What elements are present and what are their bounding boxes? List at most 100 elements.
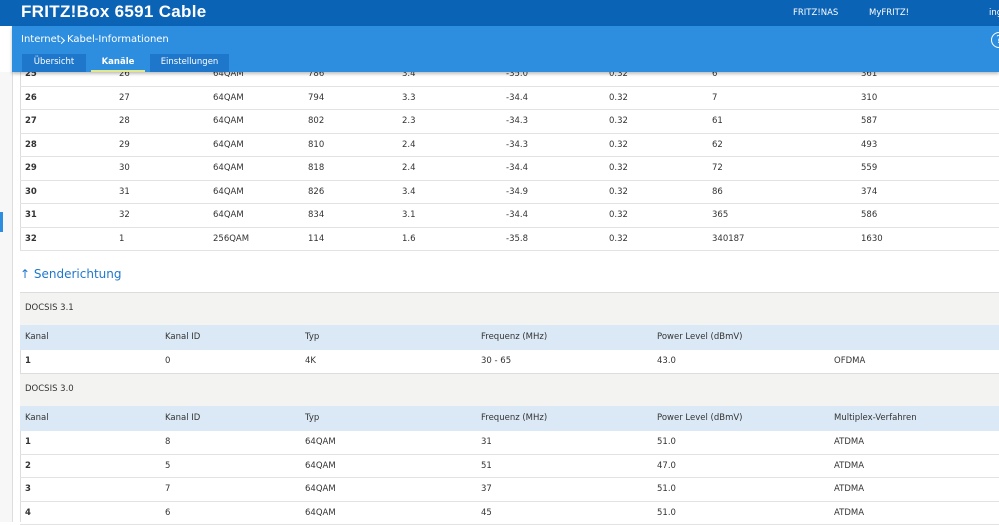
table-cell: 72 — [712, 163, 723, 173]
table-cell: 559 — [861, 163, 878, 173]
table-cell: 30 — [119, 163, 130, 173]
table-border — [20, 72, 21, 250]
column-header: Kanal ID — [165, 413, 201, 423]
table-cell: 2.3 — [402, 116, 416, 126]
table-cell: 0.32 — [609, 233, 628, 244]
row-separator — [20, 250, 999, 251]
table-cell: 5 — [165, 460, 171, 471]
table-cell: OFDMA — [834, 356, 866, 366]
table-cell: 0.32 — [609, 69, 628, 79]
table-cell: 64QAM — [305, 460, 336, 471]
table-cell: 2 — [25, 460, 31, 471]
column-header: Frequenz (MHz) — [481, 332, 548, 342]
section-title[interactable]: ↑ Senderichtung — [20, 267, 122, 281]
table-cell: 51.0 — [657, 507, 676, 518]
column-header: Multiplex-Verfahren — [834, 413, 917, 423]
table-cell: 0.32 — [609, 186, 628, 197]
tab[interactable]: Übersicht — [22, 54, 86, 72]
table-cell: -34.9 — [506, 186, 528, 197]
breadcrumb-item[interactable]: Internet — [21, 34, 61, 45]
app-title: FRITZ!Box 6591 Cable — [21, 2, 207, 21]
table-cell: 834 — [308, 210, 325, 220]
table-cell: 30 — [25, 186, 37, 197]
table-cell: 28 — [25, 139, 37, 150]
table-cell: 256QAM — [213, 233, 250, 244]
table-cell: 365 — [712, 210, 729, 220]
table-cell: 3.4 — [402, 69, 416, 79]
header-row — [20, 325, 999, 350]
table-cell: 810 — [308, 139, 325, 150]
section-label: DOCSIS 3.1 — [25, 303, 74, 313]
table-cell: 1 — [119, 233, 125, 244]
table-cell: 586 — [861, 210, 878, 220]
table-cell: ATDMA — [834, 437, 865, 447]
table-cell: 4 — [25, 507, 31, 518]
table-cell: 27 — [119, 92, 130, 103]
table-cell: 0.32 — [609, 92, 628, 103]
sidebar — [0, 72, 13, 522]
column-header: Power Level (dBmV) — [657, 332, 743, 342]
row-separator — [20, 179, 999, 181]
table-cell: -35.8 — [506, 233, 528, 244]
section-band — [20, 292, 999, 325]
table-cell: 8 — [165, 437, 171, 447]
table-cell: 818 — [308, 163, 325, 173]
table-cell: 802 — [308, 116, 325, 126]
table-cell: 0.32 — [609, 139, 628, 150]
breadcrumb-item[interactable]: Kabel-Informationen — [67, 34, 169, 45]
table-cell: 45 — [481, 507, 492, 518]
nav-link[interactable]: ing — [989, 8, 999, 18]
table-cell: 0.32 — [609, 210, 628, 220]
table-cell: 64QAM — [305, 507, 336, 518]
table-cell: ATDMA — [834, 507, 865, 518]
row-separator — [20, 85, 999, 87]
table-cell: 64QAM — [213, 163, 244, 173]
column-header: Kanal ID — [165, 332, 201, 342]
table-cell: 64QAM — [213, 139, 244, 150]
row-separator — [20, 203, 999, 204]
table-cell: 43.0 — [657, 356, 676, 366]
table-cell: -34.4 — [506, 163, 528, 173]
table-cell: 6 — [712, 69, 718, 79]
table-cell: 1630 — [861, 233, 883, 244]
row-separator — [20, 156, 999, 157]
row-separator — [20, 132, 999, 134]
nav-link[interactable]: FRITZ!NAS — [793, 8, 839, 18]
table-cell: 7 — [712, 92, 718, 103]
table-cell: 587 — [861, 116, 878, 126]
table-cell: 37 — [481, 484, 492, 494]
table-cell: 2.4 — [402, 139, 416, 150]
tab[interactable]: Kanäle — [91, 54, 145, 72]
table-cell: 31 — [481, 437, 492, 447]
table-cell: 0 — [165, 356, 171, 366]
table-cell: 64QAM — [305, 484, 336, 494]
table-cell: 31 — [119, 186, 130, 197]
nav-link[interactable]: MyFRITZ! — [869, 8, 910, 18]
table-cell: 0.32 — [609, 116, 628, 126]
column-header: Typ — [305, 413, 320, 423]
column-header: Kanal — [25, 332, 49, 342]
header-row — [20, 406, 999, 431]
table-cell: 1 — [25, 437, 31, 447]
table-cell: 6 — [165, 507, 171, 518]
tab[interactable]: Einstellungen — [150, 54, 229, 72]
table-cell: 3.3 — [402, 92, 416, 103]
table-cell: 340187 — [712, 233, 745, 244]
table-cell: 29 — [119, 139, 130, 150]
column-header: Power Level (dBmV) — [657, 413, 743, 423]
table-cell: 1 — [25, 356, 31, 366]
table-cell: 26 — [25, 92, 37, 103]
table-cell: 786 — [308, 69, 325, 79]
table-cell: 31 — [25, 210, 37, 220]
top-bar — [0, 0, 999, 26]
table-cell: 3.1 — [402, 210, 416, 220]
table-cell: 114 — [308, 233, 325, 244]
table-cell: 32 — [25, 233, 37, 244]
table-cell: 64QAM — [305, 437, 336, 447]
table-cell: 51 — [481, 460, 492, 471]
row-separator — [20, 226, 999, 228]
table-cell: 64QAM — [213, 186, 244, 197]
section-label: DOCSIS 3.0 — [25, 384, 74, 394]
table-cell: 3.4 — [402, 186, 416, 197]
row-separator — [20, 477, 999, 478]
